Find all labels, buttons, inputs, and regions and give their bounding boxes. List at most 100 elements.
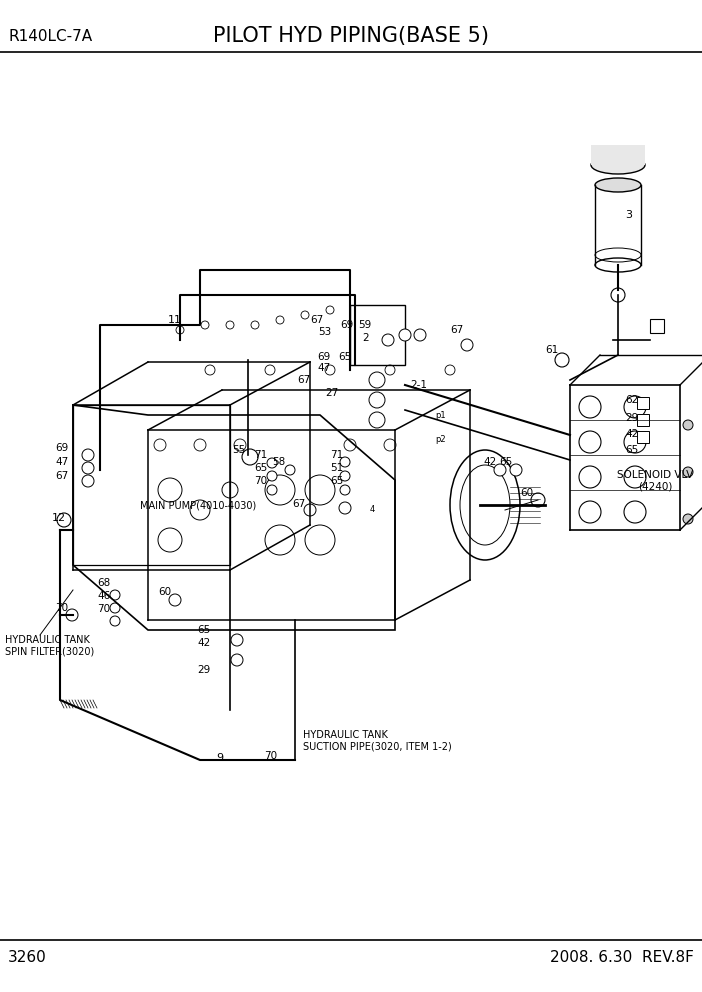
Text: R140LC-7A: R140LC-7A (8, 29, 92, 44)
Text: 61: 61 (545, 345, 558, 355)
Text: 47: 47 (55, 457, 68, 467)
Circle shape (251, 321, 259, 329)
Text: 46: 46 (97, 591, 110, 601)
Text: 65: 65 (330, 476, 343, 486)
Circle shape (340, 471, 350, 481)
Text: 71: 71 (330, 450, 343, 460)
Text: 69: 69 (317, 352, 330, 362)
Circle shape (82, 475, 94, 487)
Circle shape (82, 449, 94, 461)
Text: 4: 4 (370, 506, 376, 515)
Text: 60: 60 (158, 587, 171, 597)
Text: 65: 65 (499, 457, 512, 467)
Text: 69: 69 (55, 443, 68, 453)
Text: 42: 42 (483, 457, 496, 467)
Circle shape (201, 321, 209, 329)
Circle shape (340, 485, 350, 495)
Text: p2: p2 (435, 435, 446, 444)
Bar (637, 397, 649, 409)
Text: HYDRAULIC TANK
SUCTION PIPE(3020, ITEM 1-2): HYDRAULIC TANK SUCTION PIPE(3020, ITEM 1… (303, 730, 452, 752)
Circle shape (510, 464, 522, 476)
Text: 11: 11 (168, 315, 182, 325)
Text: 65: 65 (625, 445, 638, 455)
Text: 58: 58 (272, 457, 285, 467)
Text: 71: 71 (254, 450, 267, 460)
Circle shape (57, 513, 71, 527)
Bar (637, 414, 649, 426)
Circle shape (382, 334, 394, 346)
Bar (637, 431, 649, 443)
Text: 60: 60 (520, 488, 533, 498)
Circle shape (66, 609, 78, 621)
Bar (650, 319, 664, 333)
Text: SOLENOID VLV
(4240): SOLENOID VLV (4240) (617, 470, 693, 492)
Text: 69: 69 (340, 320, 353, 330)
Text: 3260: 3260 (8, 949, 47, 965)
Text: 70: 70 (264, 751, 277, 761)
Circle shape (304, 504, 316, 516)
Text: 65: 65 (338, 352, 351, 362)
Text: 55: 55 (232, 445, 245, 455)
Circle shape (414, 329, 426, 341)
Text: MAIN PUMP(4010-4030): MAIN PUMP(4010-4030) (140, 500, 256, 510)
Circle shape (267, 485, 277, 495)
Circle shape (226, 321, 234, 329)
Circle shape (461, 339, 473, 351)
Text: 65: 65 (197, 625, 211, 635)
Text: 53: 53 (318, 327, 331, 337)
Text: 9: 9 (216, 753, 223, 763)
Circle shape (176, 326, 184, 334)
Bar (591, 145, 645, 165)
Bar (350, 305, 405, 365)
Text: 42: 42 (625, 429, 638, 439)
Circle shape (110, 616, 120, 626)
Text: 42: 42 (197, 638, 211, 648)
Text: 70: 70 (254, 476, 267, 486)
Text: 62: 62 (625, 395, 638, 405)
Circle shape (110, 603, 120, 613)
Text: 67: 67 (297, 375, 310, 385)
Text: 67: 67 (292, 499, 305, 509)
Text: 70: 70 (55, 603, 68, 613)
Circle shape (683, 420, 693, 430)
Ellipse shape (591, 156, 645, 174)
Circle shape (555, 353, 569, 367)
Text: 27: 27 (325, 388, 338, 398)
Text: p1: p1 (435, 411, 446, 420)
Text: 47: 47 (317, 363, 330, 373)
Circle shape (267, 458, 277, 468)
Text: PILOT HYD PIPING(BASE 5): PILOT HYD PIPING(BASE 5) (213, 26, 489, 47)
Circle shape (82, 462, 94, 474)
Circle shape (276, 316, 284, 324)
Circle shape (267, 471, 277, 481)
Circle shape (683, 467, 693, 477)
Text: 67: 67 (310, 315, 323, 325)
Text: 2008. 6.30  REV.8F: 2008. 6.30 REV.8F (550, 949, 694, 965)
Circle shape (683, 514, 693, 524)
Circle shape (339, 502, 351, 514)
Text: 12: 12 (52, 513, 66, 523)
Text: HYDRAULIC TANK
SPIN FILTER(3020): HYDRAULIC TANK SPIN FILTER(3020) (5, 635, 94, 657)
Circle shape (399, 329, 411, 341)
Text: 29: 29 (625, 413, 638, 423)
Circle shape (285, 465, 295, 475)
Text: 68: 68 (97, 578, 110, 588)
Text: 65: 65 (254, 463, 267, 473)
Circle shape (169, 594, 181, 606)
Text: 70: 70 (97, 604, 110, 614)
Text: 2-1: 2-1 (410, 380, 427, 390)
Circle shape (231, 634, 243, 646)
Circle shape (340, 457, 350, 467)
Circle shape (110, 590, 120, 600)
Text: 2: 2 (362, 333, 369, 343)
Text: 3: 3 (625, 210, 632, 220)
Circle shape (231, 654, 243, 666)
Text: 51: 51 (330, 463, 343, 473)
Circle shape (531, 493, 545, 507)
Ellipse shape (595, 178, 641, 192)
Text: 67: 67 (450, 325, 463, 335)
Text: 29: 29 (197, 665, 211, 675)
Circle shape (494, 464, 506, 476)
Circle shape (301, 311, 309, 319)
Text: 59: 59 (358, 320, 371, 330)
